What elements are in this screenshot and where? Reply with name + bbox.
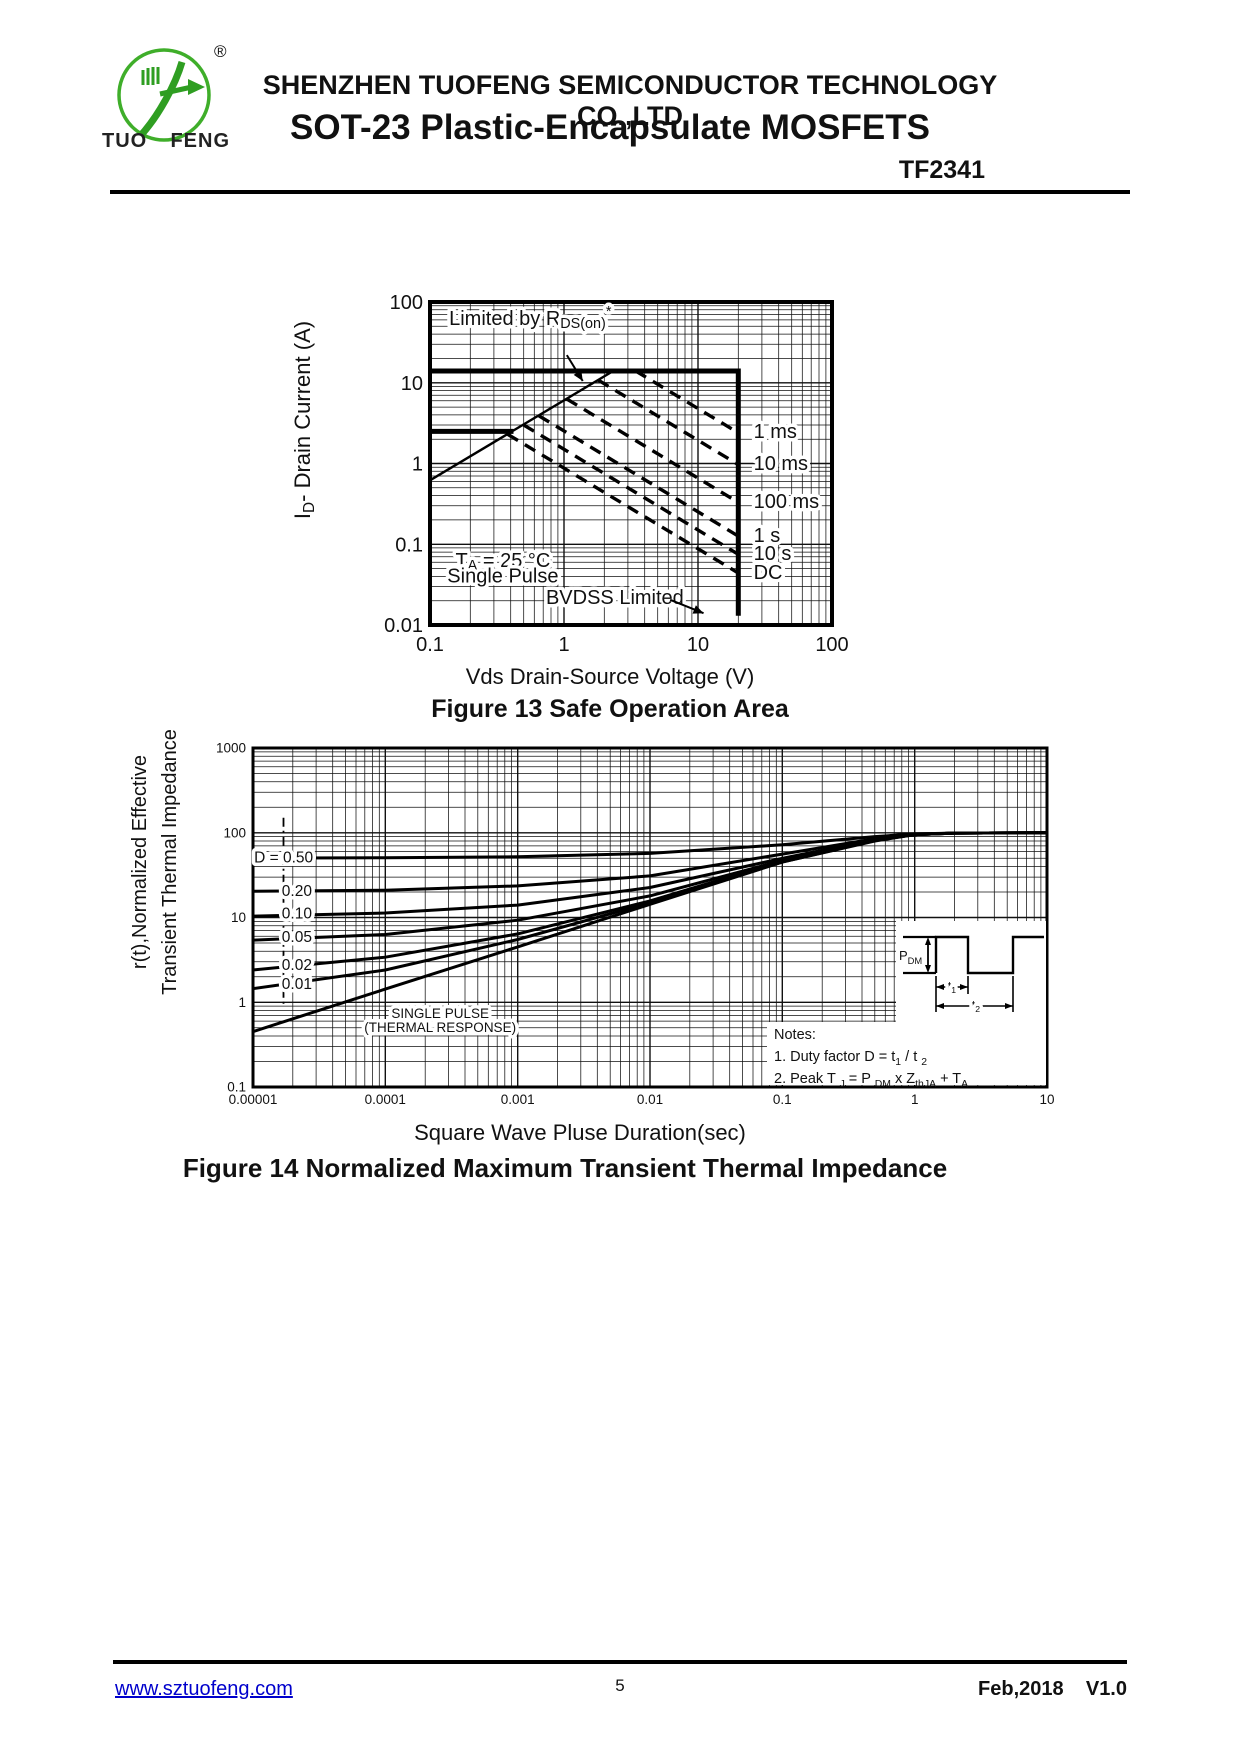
svg-text:0.1: 0.1: [395, 534, 423, 556]
fig13-x-axis-label: Vds Drain-Source Voltage (V): [465, 664, 755, 689]
tuofeng-logo-icon: [117, 48, 211, 142]
website-link[interactable]: www.sztuofeng.com: [115, 1678, 293, 1700]
logo-word-feng: FENG: [170, 130, 230, 152]
label-10ms: 10 ms: [754, 453, 808, 475]
fig14-y-axis-label: r(t),Normalized Effective Transient Ther…: [125, 662, 187, 1062]
label-ta-25c: TA = 25 °C: [455, 550, 550, 574]
footer-divider: [113, 1660, 1127, 1664]
svg-text:0.1: 0.1: [416, 634, 444, 656]
label-1s: 1 s: [754, 525, 781, 547]
label-single-pulse-line1: SINGLE PULSE: [391, 1005, 489, 1020]
svg-text:0.1: 0.1: [773, 1092, 792, 1107]
label-duty-002: 0.02: [282, 957, 312, 974]
label-duty-001: 0.01: [282, 976, 312, 993]
svg-text:1: 1: [238, 995, 246, 1010]
svg-text:100: 100: [223, 826, 246, 841]
fig13-y-axis-label: ID- Drain Current (A): [290, 320, 318, 520]
fig13-caption: Figure 13 Safe Operation Area: [431, 695, 789, 723]
svg-text:1: 1: [412, 454, 423, 476]
svg-text:100: 100: [390, 292, 423, 314]
label-limited-by-rdson: Limited by RDS(on)*: [449, 304, 612, 332]
label-duty-020: 0.20: [282, 883, 313, 900]
note-1: 1. Duty factor D = t1 / t 2: [774, 1049, 927, 1068]
footer-date-version: Feb,2018 V1.0: [978, 1678, 1127, 1700]
svg-text:0.0001: 0.0001: [365, 1092, 406, 1107]
svg-text:0.01: 0.01: [637, 1092, 663, 1107]
label-10s: 10 s: [754, 543, 792, 565]
page-number: 5: [615, 1676, 625, 1695]
document-title: SOT-23 Plastic-Encapsulate MOSFETS: [290, 108, 930, 147]
series-soa-dc: [506, 432, 740, 575]
svg-text:10: 10: [687, 634, 709, 656]
svg-text:0.00001: 0.00001: [229, 1092, 278, 1107]
label-duty-010: 0.10: [282, 906, 313, 923]
svg-text:0.1: 0.1: [227, 1080, 246, 1095]
label-single-pulse-line2: (THERMAL RESPONSE): [364, 1019, 516, 1034]
fig14-y-axis-label-line1: r(t),Normalized Effective: [129, 754, 151, 970]
series-single-pulse-thermal-response: [252, 831, 1048, 1034]
svg-text:1: 1: [911, 1092, 919, 1107]
fig14-notes: Notes: 1. Duty factor D = t1 / t 2 2. Pe…: [767, 1022, 1046, 1090]
svg-text:10: 10: [231, 910, 246, 925]
fig14-x-axis-label: Square Wave Pluse Duration(sec): [414, 1120, 746, 1145]
svg-text:1000: 1000: [216, 741, 246, 756]
svg-text:0.01: 0.01: [384, 615, 423, 637]
fig14-inset-waveform: PDM t1 t2: [896, 921, 1046, 1029]
part-number: TF2341: [898, 156, 985, 184]
header-divider: [110, 190, 1130, 194]
label-single-pulse: Single Pulse: [447, 566, 558, 588]
company-name: SHENZHEN TUOFENG SEMICONDUCTOR TECHNOLOG…: [262, 70, 998, 131]
svg-text:10: 10: [401, 373, 423, 395]
arrow-to-bvdss-line: [692, 605, 704, 614]
label-dc: DC: [754, 562, 783, 584]
label-bvdss-limited: BVDSS Limited: [546, 587, 684, 609]
svg-text:0.001: 0.001: [501, 1092, 535, 1107]
series-soa-10ms: [597, 378, 740, 467]
inset-pdm-label: PDM: [899, 948, 922, 966]
notes-title: Notes:: [774, 1027, 816, 1043]
series-rdson-limit-line: [429, 369, 614, 482]
label-100ms: 100 ms: [754, 491, 820, 513]
svg-text:100: 100: [815, 634, 848, 656]
series-soa-100ms: [565, 397, 740, 504]
arrow-to-rdson-line: [573, 370, 583, 382]
logo-text: TUO FENG: [102, 130, 230, 153]
label-1ms: 1 ms: [754, 421, 797, 443]
label-duty-005: 0.05: [282, 929, 312, 946]
logo-word-tuo: TUO: [102, 130, 148, 152]
fig14-caption: Figure 14 Normalized Maximum Transient T…: [182, 1153, 948, 1183]
series-soa-10s: [522, 423, 740, 556]
svg-text:10: 10: [1039, 1092, 1054, 1107]
note-2: 2. Peak T J = P DM x ZthJA + TA: [774, 1071, 968, 1090]
fig14-thermal-impedance-chart: 0.00001 0.0001 0.001 0.01 0.1 1 10 1000 100 10 1 0.…: [216, 741, 1055, 1107]
series-soa-1ms: [634, 369, 740, 435]
svg-text:1: 1: [558, 634, 569, 656]
label-duty-050: D = 0.50: [254, 849, 313, 866]
registered-trademark-icon: ®: [214, 42, 227, 61]
